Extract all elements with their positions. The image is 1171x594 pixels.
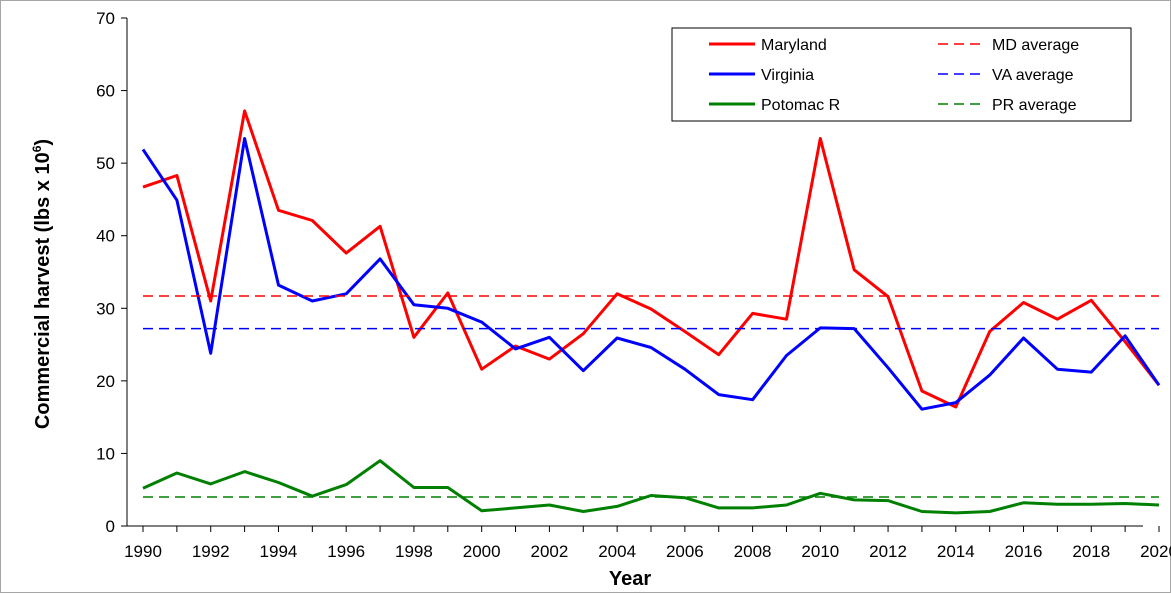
x-tick-label: 1994 [260,542,298,561]
y-tick-label: 0 [106,517,115,536]
legend: Maryland Virginia Potomac R MD average VA av… [671,27,1132,122]
plot-lines [141,109,1161,515]
x-tick-label: 2014 [937,542,975,561]
legend-label-pr-average: PR average [992,97,1077,114]
axes: 0 10 20 30 40 50 60 70 1990 1992 1994 1996 1998 2000 2… [96,9,1171,561]
x-tick-label: 2002 [530,542,568,561]
x-tick-label: 2012 [869,542,907,561]
y-axis-title-main: Commercial harvest (lbs x 10 [32,152,54,429]
legend-label-va-average: VA average [992,67,1074,84]
y-tick-label: 30 [96,299,115,318]
legend-label-potomac-r: Potomac R [761,97,840,114]
y-axis-title-close: ) [32,139,54,146]
x-tick-label: 1996 [327,542,365,561]
y-tick-label: 50 [96,154,115,173]
x-tick-label: 2008 [734,542,772,561]
x-tick-label: 2010 [801,542,839,561]
x-tick-label: 2016 [1005,542,1043,561]
series-virginia-line [141,137,1161,411]
y-tick-label: 40 [96,227,115,246]
x-tick-label: 2020 [1140,542,1171,561]
x-tick-label: 2018 [1072,542,1110,561]
y-axis-title-sup: 6 [30,145,44,152]
x-tick-label: 2004 [598,542,636,561]
series-potomac-r-line [142,459,1160,515]
x-tick-label: 2000 [463,542,501,561]
series-maryland-line [142,109,1161,409]
y-axis-title: Commercial harvest (lbs x 106) [30,139,54,429]
legend-label-md-average: MD average [992,37,1079,54]
x-tick-label: 1998 [395,542,433,561]
x-tick-label: 1990 [124,542,162,561]
y-tick-label: 20 [96,372,115,391]
legend-label-virginia: Virginia [761,67,814,84]
legend-label-maryland: Maryland [761,37,827,54]
x-tick-label: 1992 [192,542,230,561]
y-tick-label: 70 [96,9,115,28]
x-axis-title: Year [609,568,651,590]
y-tick-label: 60 [96,82,115,101]
x-tick-label: 2006 [666,542,704,561]
y-tick-label: 10 [96,444,115,463]
